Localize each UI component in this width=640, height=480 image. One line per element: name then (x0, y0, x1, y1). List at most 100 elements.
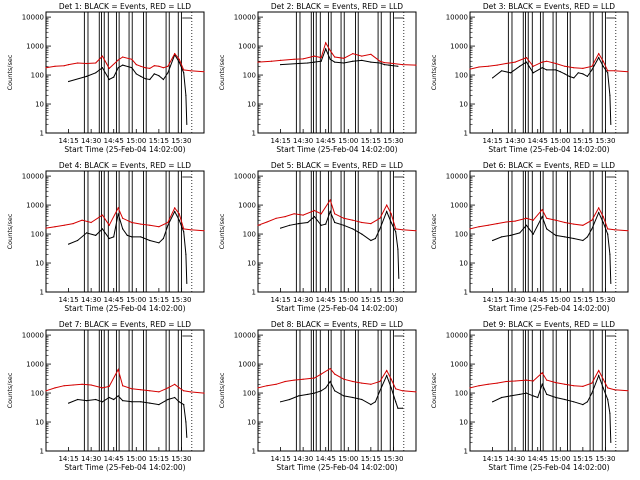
series-point-events (586, 75, 589, 77)
series-point-events (610, 282, 612, 284)
series-point-events (397, 65, 399, 67)
series-point-events (86, 400, 88, 402)
series-line-events (68, 53, 188, 125)
series-point-events (492, 77, 494, 79)
series-point-events (591, 392, 593, 394)
series-point-lld (415, 64, 417, 66)
series-point-events (174, 396, 176, 399)
y-tick-label: 10 (459, 260, 468, 268)
series-point-events (307, 221, 309, 224)
y-tick-label: 100 (31, 72, 44, 80)
series-point-events (325, 387, 327, 389)
series-point-events (564, 73, 566, 75)
series-line-lld (469, 369, 629, 392)
series-line-lld (45, 206, 205, 232)
series-point-events (573, 401, 575, 403)
y-tick-label: 10000 (22, 173, 44, 181)
series-point-lld (131, 58, 133, 60)
series-line-lld (45, 52, 205, 73)
series-point-lld (591, 382, 593, 384)
series-point-lld (598, 369, 600, 372)
series-point-lld (174, 53, 176, 55)
series-point-lld (122, 217, 124, 219)
series-point-lld (613, 70, 616, 72)
series-point-lld (541, 372, 543, 374)
y-tick-label: 100 (455, 390, 468, 398)
series-point-lld (108, 385, 110, 387)
series-point-events (108, 78, 110, 81)
panel-det-6: Det 6: BLACK = Events, RED = LLD 1 10 100 10… (430, 161, 629, 313)
x-tick-label: 14:30 (505, 455, 525, 463)
series-point-events (492, 239, 494, 242)
series-line-lld (469, 206, 629, 232)
series-point-lld (525, 379, 528, 381)
series-point-events (149, 402, 151, 404)
series-point-events (86, 75, 88, 77)
series-point-events (167, 398, 169, 401)
x-tick-label: 15:00 (338, 296, 358, 304)
series-point-events (501, 396, 503, 399)
y-tick-label: 10 (35, 101, 44, 109)
panel-title: Det 9: BLACK = Events, RED = LLD (483, 320, 615, 329)
x-tick-label: 15:30 (171, 455, 191, 463)
series-point-events (390, 221, 392, 224)
series-point-lld (117, 59, 119, 61)
series-point-lld (415, 391, 417, 393)
x-tick-label: 15:30 (171, 296, 191, 304)
series-point-events (162, 78, 164, 81)
y-tick-label: 1 (252, 130, 256, 138)
x-tick-label: 15:15 (573, 455, 593, 463)
series-point-events (334, 61, 336, 63)
series-point-lld (573, 223, 575, 225)
series-point-events (555, 234, 557, 236)
series-point-events (325, 223, 327, 225)
y-axis-title: Counts/sec (6, 372, 14, 408)
series-point-lld (320, 213, 322, 215)
series-point-events (392, 65, 394, 67)
series-point-events (361, 233, 363, 235)
series-point-lld (525, 217, 528, 219)
series-point-events (573, 237, 575, 240)
series-point-events (582, 73, 584, 75)
x-tick-label: 14:30 (293, 296, 313, 304)
x-tick-label: 14:45 (316, 137, 336, 145)
series-point-lld (293, 213, 295, 215)
series-point-events (289, 398, 291, 401)
x-axis-title: Start Time (25-Feb-04 14:02:00) (488, 304, 609, 313)
series-point-lld (386, 204, 388, 206)
series-point-events (186, 282, 188, 284)
series-point-lld (514, 380, 516, 382)
series-point-lld (390, 213, 392, 215)
series-point-lld (178, 213, 180, 215)
series-point-lld (505, 62, 507, 65)
series-point-events (178, 219, 180, 221)
series-point-lld (284, 380, 286, 383)
series-point-lld (388, 62, 390, 64)
series-point-lld (370, 223, 372, 225)
series-point-lld (329, 50, 331, 52)
x-tick-label: 14:30 (293, 137, 313, 145)
series-point-events (101, 401, 103, 403)
series-point-events (77, 239, 79, 242)
series-point-events (122, 400, 124, 402)
x-axis-title: Start Time (25-Feb-04 14:02:00) (64, 463, 185, 472)
series-point-lld (135, 64, 137, 66)
series-point-events (329, 380, 331, 383)
series-point-lld (203, 392, 205, 394)
series-point-events (101, 67, 103, 69)
series-point-lld (478, 385, 480, 387)
series-point-lld (555, 62, 557, 65)
series-point-events (325, 48, 327, 50)
series-point-events (117, 67, 119, 69)
series-point-lld (302, 378, 304, 380)
series-point-lld (140, 65, 142, 67)
y-tick-label: 10 (247, 260, 256, 268)
panel-det-2: Det 2: BLACK = Events, RED = LLD 1 10 100 10… (218, 2, 417, 154)
panel-title: Det 6: BLACK = Events, RED = LLD (483, 161, 615, 170)
series-point-lld (582, 224, 584, 226)
series-point-events (598, 212, 600, 214)
series-point-events (564, 398, 566, 401)
y-tick-label: 1 (464, 130, 468, 138)
x-tick-label: 15:15 (149, 296, 169, 304)
series-point-events (388, 64, 390, 66)
